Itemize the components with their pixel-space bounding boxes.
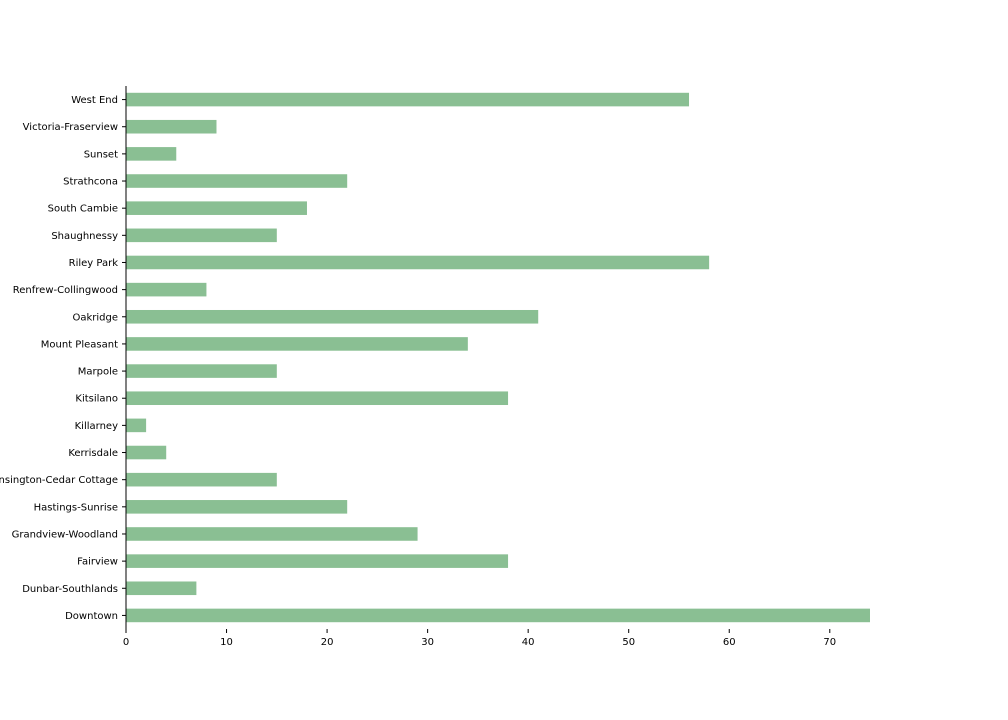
bar-marpole bbox=[126, 364, 277, 378]
y-tick-label: Downtown bbox=[65, 611, 118, 622]
y-tick-label: Fairview bbox=[77, 557, 118, 568]
y-tick-label: West End bbox=[71, 95, 118, 106]
y-tick-label: Dunbar-Southlands bbox=[22, 584, 118, 595]
bar-kitsilano bbox=[126, 391, 509, 406]
y-tick-label: Killarney bbox=[75, 421, 118, 432]
y-tick-label: Sunset bbox=[84, 149, 118, 160]
x-tick-label: 10 bbox=[220, 637, 233, 648]
bar-downtown bbox=[126, 608, 870, 623]
bar-strathcona bbox=[126, 174, 348, 188]
bar-west-end bbox=[126, 92, 690, 107]
x-tick-label: 40 bbox=[522, 637, 535, 648]
y-axis-ticks: Downtown Dunbar-Southlands Fairview Grandvi… bbox=[0, 95, 126, 622]
y-tick-label: South Cambie bbox=[48, 204, 118, 215]
y-tick-label: Kitsilano bbox=[75, 394, 118, 405]
y-tick-label: Victoria-Fraserview bbox=[23, 122, 118, 133]
bar-south-cambie bbox=[126, 201, 307, 215]
x-tick-label: 50 bbox=[622, 637, 635, 648]
bar-dunbar-southlands bbox=[126, 581, 197, 596]
y-tick-label: Grandview-Woodland bbox=[12, 529, 118, 540]
y-tick-label: Hastings-Sunrise bbox=[34, 502, 118, 513]
bar-killarney bbox=[126, 418, 147, 433]
bar-kerrisdale bbox=[126, 445, 167, 460]
bar-shaughnessy bbox=[126, 228, 277, 243]
bar-oakridge bbox=[126, 309, 539, 324]
bar-riley-park bbox=[126, 255, 710, 270]
y-tick-label: Oakridge bbox=[72, 312, 118, 323]
bar-hastings-sunrise bbox=[126, 500, 348, 514]
y-tick-label: Riley Park bbox=[69, 258, 119, 269]
y-tick-label: Shaughnessy bbox=[51, 231, 118, 242]
y-tick-label: Marpole bbox=[78, 367, 118, 378]
bar-mount-pleasant bbox=[126, 337, 468, 351]
y-tick-label: Strathcona bbox=[63, 177, 118, 188]
x-tick-label: 60 bbox=[723, 637, 736, 648]
x-tick-label: 30 bbox=[421, 637, 434, 648]
y-tick-label: Mount Pleasant bbox=[41, 339, 118, 350]
y-tick-label: Renfrew-Collingwood bbox=[13, 285, 118, 296]
bar-renfrew-collingwood bbox=[126, 282, 207, 297]
x-axis-ticks: 0 10 20 30 40 50 60 70 bbox=[123, 629, 836, 648]
bar-sunset bbox=[126, 147, 177, 161]
bar-kensington-cedar-cottage bbox=[126, 472, 277, 487]
bar-fairview bbox=[126, 554, 509, 568]
y-tick-label: Kensington-Cedar Cottage bbox=[0, 475, 118, 486]
bar-victoria-fraserview bbox=[126, 119, 217, 134]
x-tick-label: 0 bbox=[123, 637, 129, 648]
x-tick-label: 70 bbox=[823, 637, 836, 648]
y-tick-label: Kerrisdale bbox=[68, 448, 118, 459]
bar-grandview-woodland bbox=[126, 527, 418, 541]
bars-group bbox=[126, 92, 870, 623]
x-tick-label: 20 bbox=[321, 637, 334, 648]
